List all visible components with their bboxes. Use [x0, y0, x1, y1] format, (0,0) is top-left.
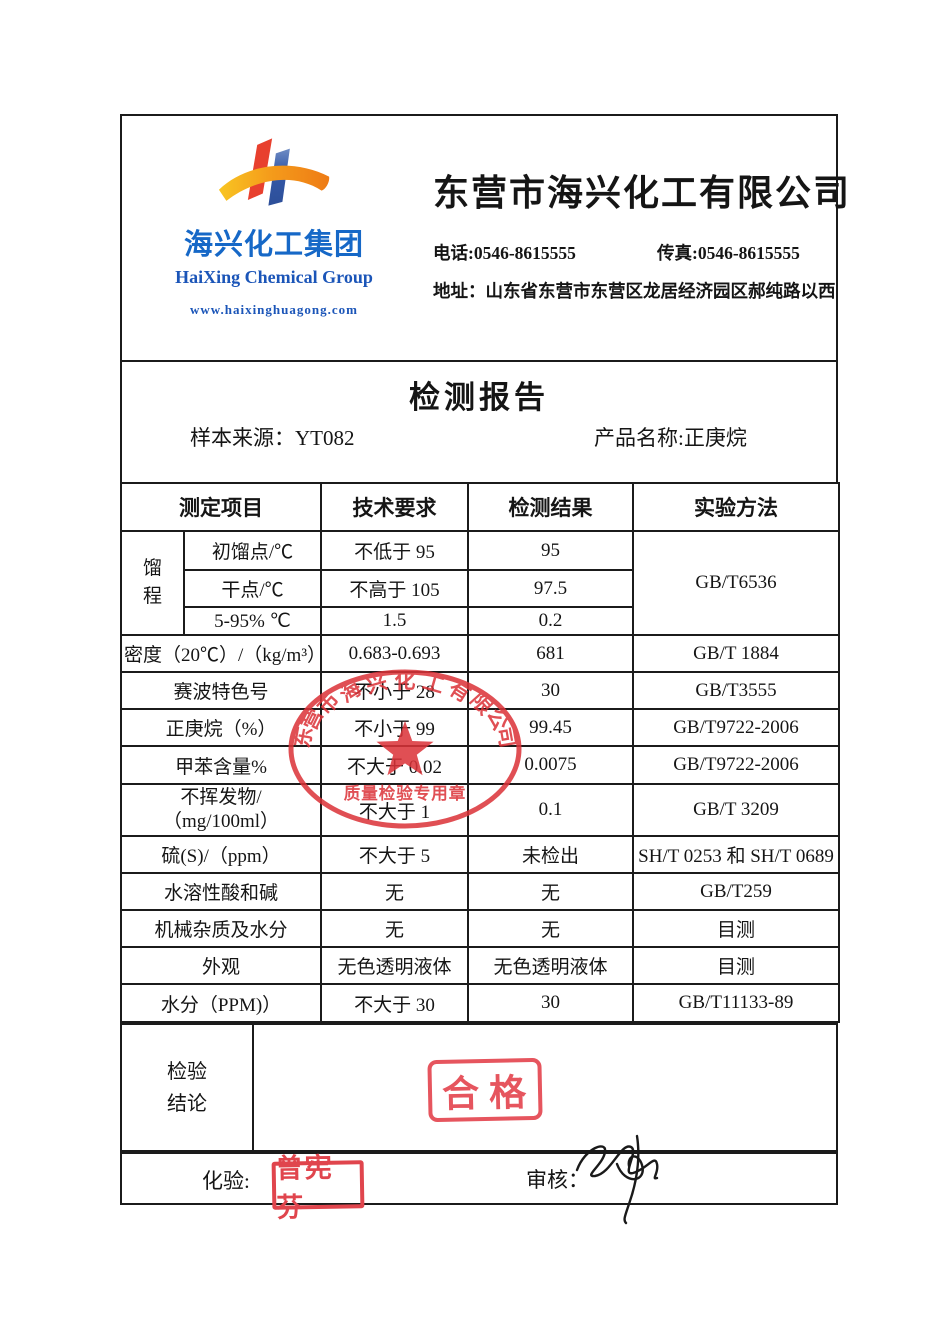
cell-method: 目测 [632, 946, 840, 985]
cell-item: 密度（20℃）/（kg/m³） [120, 634, 322, 673]
cell-method: GB/T9722-2006 [632, 745, 840, 785]
table-row: 甲苯含量% 不大于 0.02 0.0075 GB/T9722-2006 [120, 745, 840, 785]
contact-line: 电话:0546-8615555 传真:0546-8615555 [433, 240, 825, 265]
cell-method: GB/T6536 [632, 530, 840, 636]
cell-requirement: 无 [320, 909, 469, 948]
cell-result: 97.5 [467, 569, 634, 608]
cell-result: 未检出 [467, 835, 634, 874]
cell-requirement: 无 [320, 872, 469, 911]
cell-method: GB/T11133-89 [632, 983, 840, 1023]
title-section: 检测报告 样本来源：YT082 产品名称:正庚烷 [120, 360, 838, 484]
logo-swoosh-shape [218, 165, 330, 201]
cell-requirement: 不高于 105 [320, 569, 469, 608]
cell-requirement: 不大于 5 [320, 835, 469, 874]
reviewer-label: 审核： [526, 1168, 589, 1192]
cell-result: 99.45 [467, 708, 634, 747]
table-row: 干点/℃ 不高于 105 97.5 [121, 569, 839, 608]
cell-requirement: 不大于 1 [320, 783, 469, 837]
cell-item: 甲苯含量% [120, 745, 322, 785]
table-row: 正庚烷（%） 不小于 99 99.45 GB/T9722-2006 [120, 708, 840, 747]
cell-item: 5-95% ℃ [183, 606, 322, 636]
cell-item: 不挥发物/ （mg/100ml） [120, 783, 322, 837]
cell-method: GB/T259 [632, 872, 840, 911]
company-logo: 海兴化工集团 HaiXing Chemical Group www.haixin… [168, 130, 380, 318]
cell-requirement: 无色透明液体 [320, 946, 469, 985]
distillation-group-label: 馏 程 [120, 530, 185, 636]
table-row: 外观 无色透明液体 无色透明液体 目测 [120, 946, 840, 985]
cell-result: 0.1 [467, 783, 634, 837]
logo-group-name-cn: 海兴化工集团 [183, 229, 364, 261]
signature-section: 化验: 曾宪芬 审核： [120, 1152, 838, 1223]
cell-item: 水分（PPM)） [120, 983, 322, 1023]
table-row: 不挥发物/ （mg/100ml） 不大于 1 0.1 GB/T 3209 [120, 783, 840, 837]
logo-mark-icon [218, 138, 330, 206]
cell-result: 0.0075 [467, 745, 634, 785]
sample-source-field: 样本来源：YT082 [190, 426, 355, 450]
cell-method: GB/T 3209 [632, 783, 840, 837]
col-header-method: 实验方法 [632, 482, 840, 532]
cell-method: SH/T 0253 和 SH/T 0689 [632, 835, 840, 874]
cell-method: GB/T 1884 [632, 634, 840, 673]
table-row: 馏 程 初馏点/℃ 不低于 95 95 GB/T6536 [120, 530, 840, 636]
cell-item: 外观 [120, 946, 322, 985]
cell-method: 目测 [632, 909, 840, 948]
cell-result: 无 [467, 872, 634, 911]
fax-field: 传真:0546-8615555 [657, 243, 800, 263]
cell-method: GB/T3555 [632, 671, 840, 710]
cell-result: 30 [467, 983, 634, 1023]
cell-result: 681 [467, 634, 634, 673]
table-row: 水分（PPM)） 不大于 30 30 GB/T11133-89 [120, 983, 840, 1023]
header-section: 海兴化工集团 HaiXing Chemical Group www.haixin… [120, 114, 849, 362]
table-row: 机械杂质及水分 无 无 目测 [120, 909, 840, 948]
cell-result: 95 [467, 530, 634, 571]
table-row: 硫(S)/（ppm） 不大于 5 未检出 SH/T 0253 和 SH/T 06… [120, 835, 840, 874]
address-field: 地址：山东省东营市东营区龙居经济园区郝纯路以西 [433, 281, 836, 301]
cell-item: 赛波特色号 [120, 671, 322, 710]
table-row: 水溶性酸和碱 无 无 GB/T259 [120, 872, 840, 911]
results-table: 测定项目 技术要求 检测结果 实验方法 馏 程 初馏点/℃ 不低于 95 95 … [120, 482, 840, 1023]
cell-item: 初馏点/℃ [183, 530, 322, 571]
tester-name-seal: 曾宪芬 [271, 1153, 365, 1223]
cell-requirement: 1.5 [320, 606, 469, 636]
cell-item: 硫(S)/（ppm） [120, 835, 322, 874]
cell-method: GB/T9722-2006 [632, 708, 840, 747]
conclusion-section: 检验 结论 合格 [120, 1023, 838, 1154]
cell-item: 水溶性酸和碱 [120, 872, 322, 911]
cell-result: 无色透明液体 [467, 946, 634, 985]
cell-requirement: 不大于 30 [320, 983, 469, 1023]
table-row: 赛波特色号 不小于 28 30 GB/T3555 [120, 671, 840, 710]
cell-result: 无 [467, 909, 634, 948]
cell-requirement: 不低于 95 [320, 530, 469, 571]
company-name: 东营市海兴化工有限公司 [433, 173, 852, 213]
col-header-result: 检测结果 [467, 482, 634, 532]
pass-stamp: 合格 [427, 1057, 543, 1123]
product-name-field: 产品名称:正庚烷 [594, 426, 747, 450]
conclusion-label: 检验 结论 [122, 1025, 254, 1150]
cell-requirement: 不小于 28 [320, 671, 469, 710]
report-title: 检测报告 [409, 380, 549, 415]
phone-field: 电话:0546-8615555 [433, 243, 576, 263]
cell-item: 正庚烷（%） [120, 708, 322, 747]
cell-result: 0.2 [467, 606, 634, 636]
cell-item: 干点/℃ [183, 569, 322, 608]
tester-label: 化验: [202, 1169, 250, 1193]
table-header-row: 测定项目 技术要求 检测结果 实验方法 [120, 482, 840, 532]
table-row: 5-95% ℃ 1.5 0.2 [121, 606, 839, 636]
table-row: 密度（20℃）/（kg/m³） 0.683-0.693 681 GB/T 188… [120, 634, 840, 673]
logo-group-name-en: HaiXing Chemical Group [175, 267, 373, 287]
cell-result: 30 [467, 671, 634, 710]
cell-requirement: 不小于 99 [320, 708, 469, 747]
cell-requirement: 0.683-0.693 [320, 634, 469, 673]
col-header-requirement: 技术要求 [320, 482, 469, 532]
cell-requirement: 不大于 0.02 [320, 745, 469, 785]
logo-website: www.haixinghuagong.com [190, 302, 358, 317]
cell-item: 机械杂质及水分 [120, 909, 322, 948]
col-header-item: 测定项目 [120, 482, 322, 532]
